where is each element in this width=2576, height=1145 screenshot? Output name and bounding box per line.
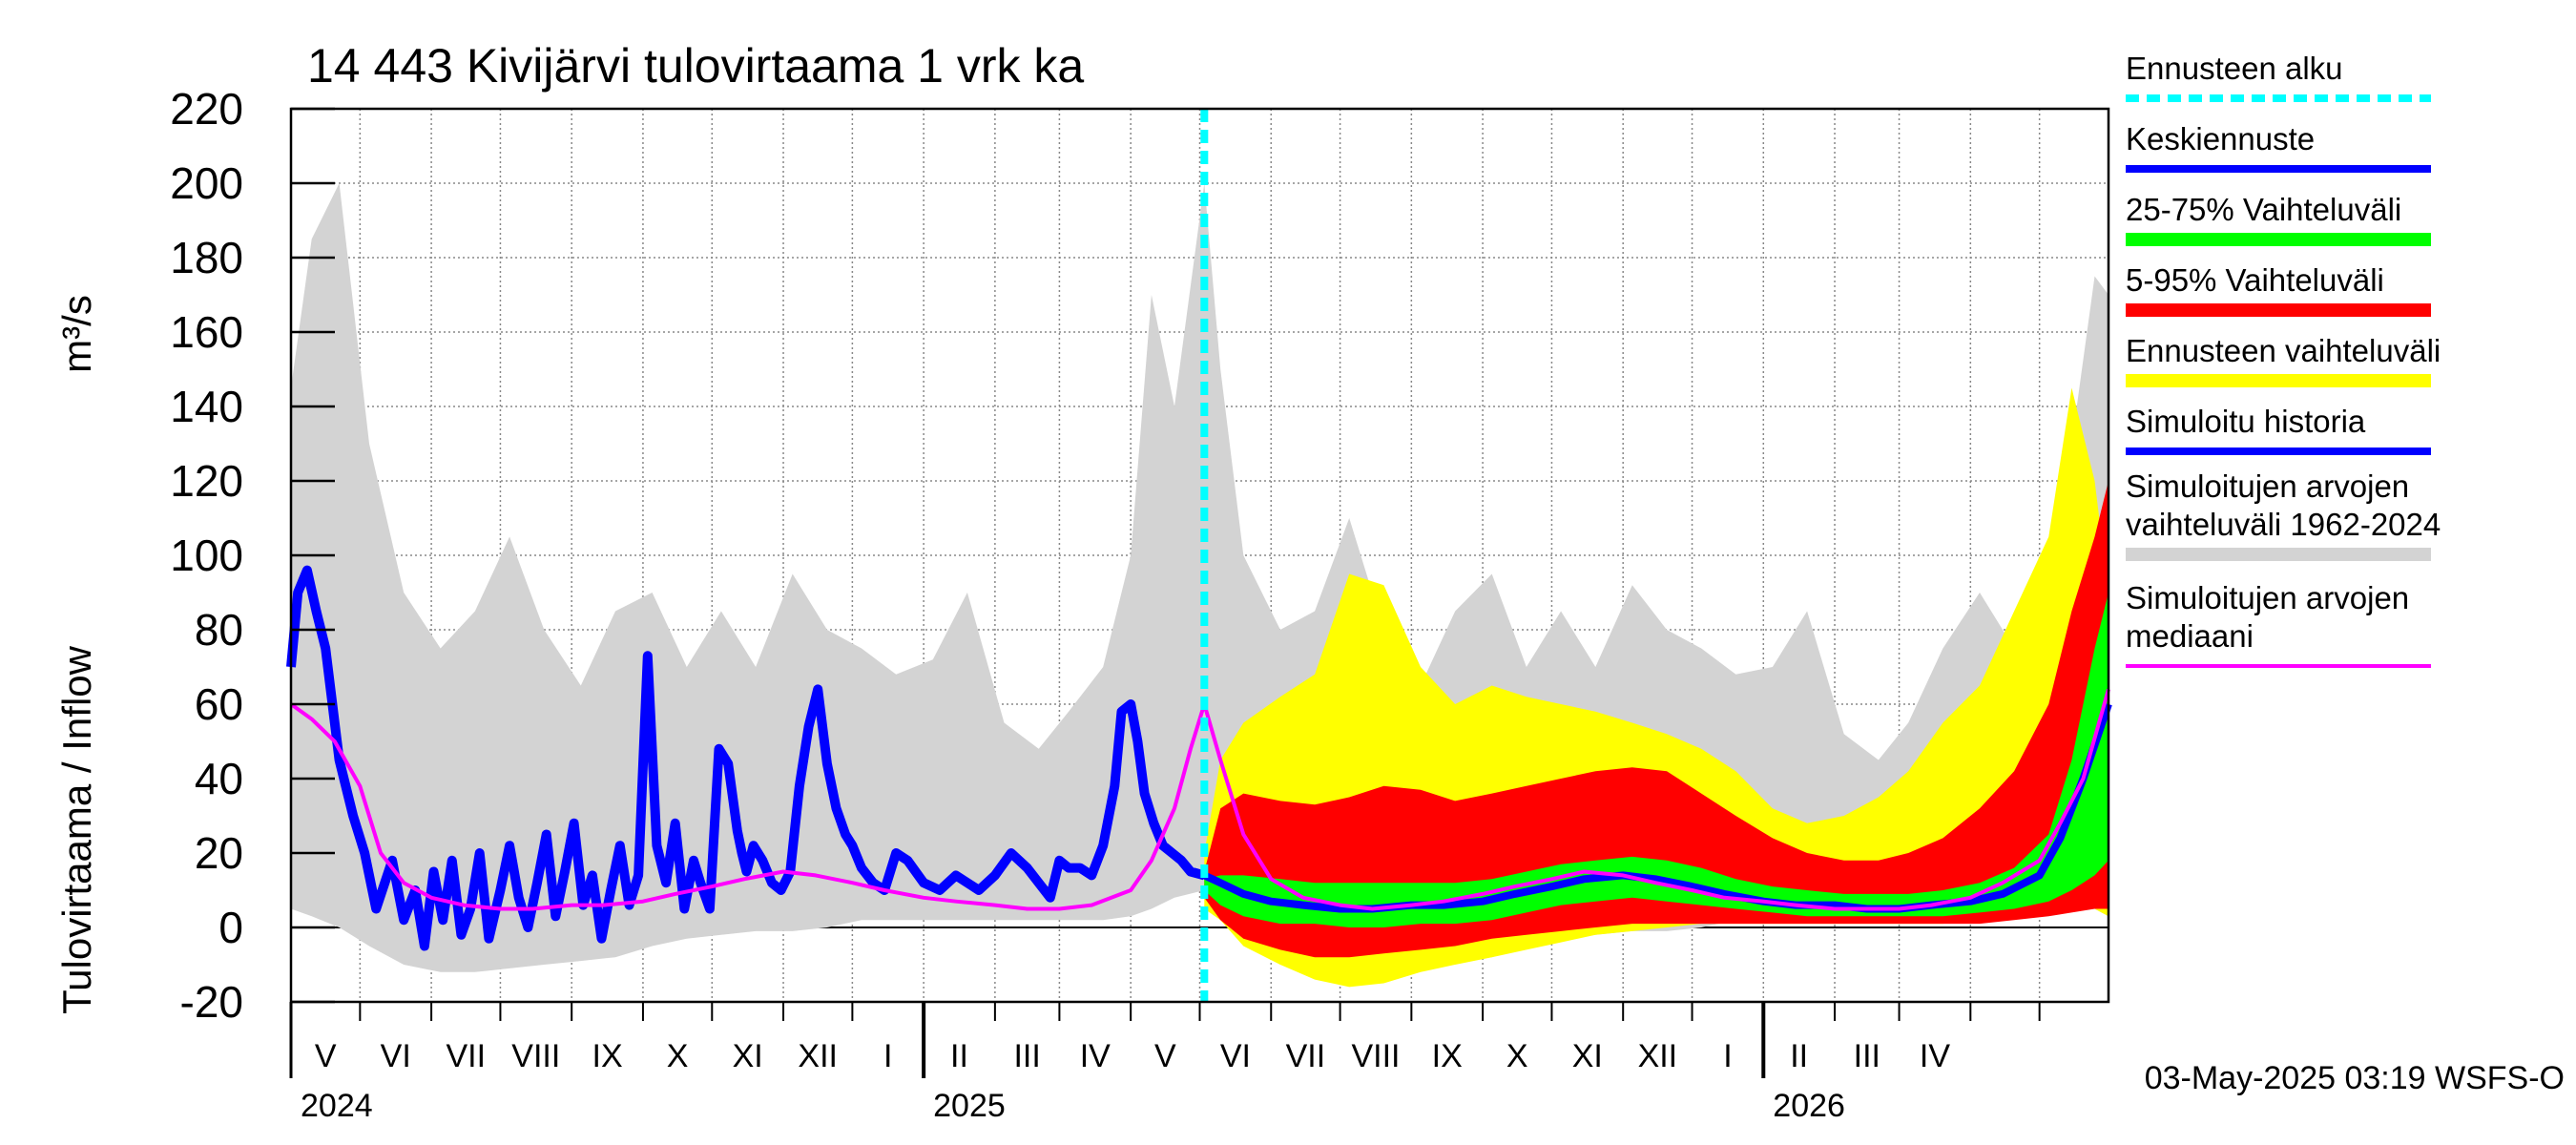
line-simuloitujen-arvojen-mediaani [289, 688, 2110, 911]
x-month-label: V [1154, 1038, 1176, 1074]
y-tick-label: 40 [195, 754, 243, 803]
y-tick-label: 160 [170, 307, 243, 357]
x-month-label: IX [592, 1038, 623, 1074]
x-month-label: I [883, 1038, 892, 1074]
timestamp: 03-May-2025 03:19 WSFS-O [2145, 1060, 2565, 1096]
x-month-label: X [1506, 1038, 1528, 1074]
legend-label: Simuloitujen arvojen [2126, 468, 2409, 504]
line-keskiennuste [1202, 702, 2112, 913]
x-month-label: VI [1220, 1038, 1251, 1074]
y-tick-label: -20 [180, 977, 243, 1027]
y-tick-label: 180 [170, 233, 243, 282]
x-month-label: IV [1920, 1038, 1950, 1074]
x-month-label: X [667, 1038, 689, 1074]
y-tick-label: 20 [195, 828, 243, 878]
x-month-label: VII [446, 1038, 486, 1074]
band-5-95-vaihteluv-li [1204, 481, 2109, 958]
data-lines [286, 109, 2112, 1002]
legend-swatch [2126, 548, 2431, 561]
x-month-label: III [1013, 1038, 1040, 1074]
x-month-label: VIII [1351, 1038, 1400, 1074]
y-tick-label: 200 [170, 158, 243, 208]
x-month-label: VI [381, 1038, 411, 1074]
y-tick-label: 120 [170, 456, 243, 506]
legend-label: vaihteluväli 1962-2024 [2126, 507, 2441, 542]
legend-label: Simuloitujen arvojen [2126, 580, 2409, 615]
legend-label: Ennusteen alku [2126, 51, 2343, 86]
y-tick-label: 80 [195, 605, 243, 655]
x-year-label: 2024 [301, 1088, 373, 1124]
line-simuloitu-historia [286, 565, 1206, 951]
chart-title: 14 443 Kivijärvi tulovirtaama 1 vrk ka [307, 39, 1084, 93]
legend-swatch [2126, 233, 2431, 246]
x-month-label: XI [733, 1038, 763, 1074]
x-month-label: III [1854, 1038, 1880, 1074]
x-month-label: V [315, 1038, 337, 1074]
y-tick-label: 60 [195, 679, 243, 729]
x-month-label: II [950, 1038, 968, 1074]
x-month-label: XII [798, 1038, 838, 1074]
x-year-label: 2026 [1773, 1088, 1845, 1124]
y-tick-label: 100 [170, 531, 243, 580]
legend-label: 5-95% Vaihteluväli [2126, 262, 2384, 298]
legend-swatch [2126, 374, 2431, 387]
y-axis-unit: m³/s [54, 295, 99, 373]
x-month-label: VIII [511, 1038, 560, 1074]
x-month-label: XII [1638, 1038, 1678, 1074]
y-tick-label: 140 [170, 382, 243, 431]
y-tick-label: 220 [170, 84, 243, 134]
legend-swatch [2126, 303, 2431, 317]
x-month-label: XI [1572, 1038, 1603, 1074]
x-year-label: 2025 [933, 1088, 1006, 1124]
x-month-label: IV [1080, 1038, 1111, 1074]
legend-label: Keskiennuste [2126, 121, 2315, 156]
legend: Ennusteen alku Keskiennuste 25-75% Vaihtel… [2126, 51, 2441, 668]
legend-label: 25-75% Vaihteluväli [2126, 192, 2401, 227]
legend-label: Simuloitu historia [2126, 404, 2366, 439]
legend-label: mediaani [2126, 618, 2254, 654]
x-month-label: I [1723, 1038, 1732, 1074]
x-month-label: VII [1286, 1038, 1326, 1074]
y-axis-label: Tulovirtaama / Inflow [54, 645, 99, 1014]
x-month-label: II [1790, 1038, 1808, 1074]
legend-label: Ennusteen vaihteluväli [2126, 333, 2441, 368]
y-tick-label: 0 [218, 903, 243, 952]
x-month-label: IX [1432, 1038, 1463, 1074]
